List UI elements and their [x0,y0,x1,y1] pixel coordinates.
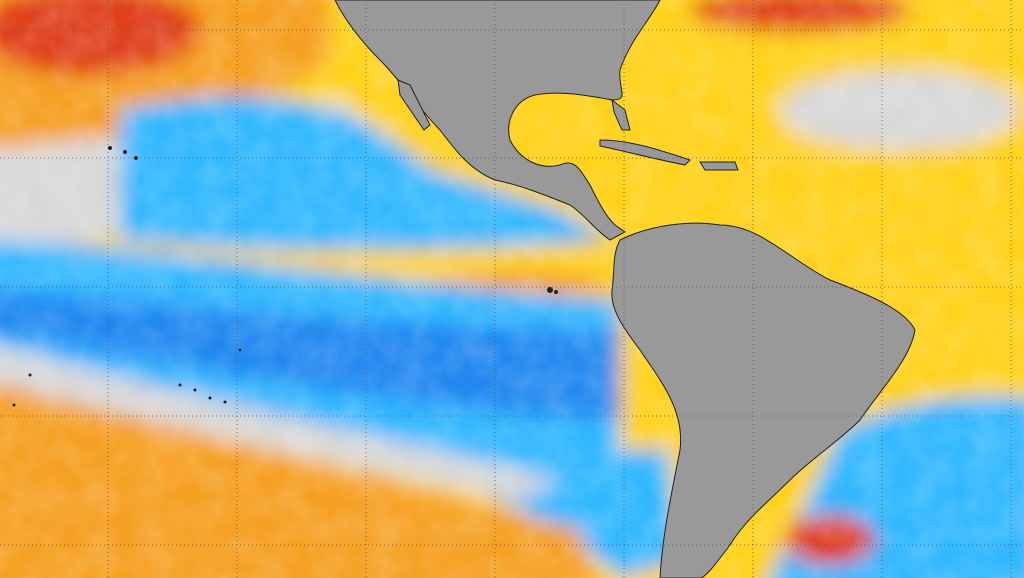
florida [611,98,631,131]
north-america [334,0,661,241]
baja-california [397,79,431,131]
landmass [334,0,916,578]
hispaniola [699,161,739,171]
pacific-islands [12,146,558,407]
cuba [599,139,691,166]
south-america [611,222,916,578]
